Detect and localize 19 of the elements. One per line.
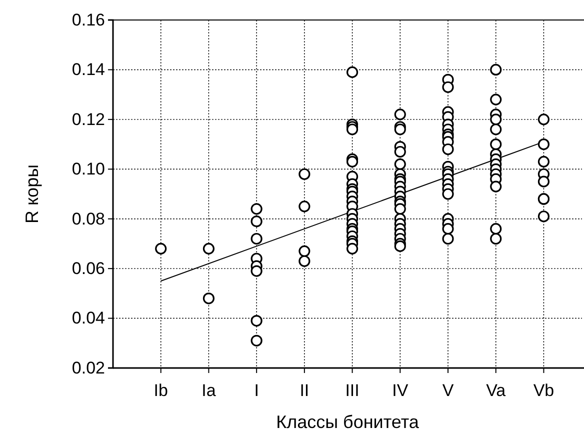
x-tick-label: II bbox=[300, 381, 310, 400]
y-tick-label: 0.04 bbox=[72, 308, 105, 328]
x-tick-label: V bbox=[442, 381, 454, 400]
y-tick-label: 0.08 bbox=[72, 209, 105, 228]
x-axis-title: Классы бонитета bbox=[276, 412, 420, 432]
x-tick-label: Ia bbox=[202, 381, 216, 400]
x-tick-label: Vb bbox=[533, 381, 554, 400]
y-tick-label: 0.06 bbox=[72, 259, 105, 278]
x-tick-label: Ib bbox=[154, 381, 168, 400]
x-tick-label: III bbox=[345, 381, 360, 400]
y-tick-label: 0.12 bbox=[72, 110, 105, 129]
x-tick-label: IV bbox=[392, 381, 409, 400]
x-tick-label: Va bbox=[486, 381, 506, 400]
y-tick-label: 0.02 bbox=[72, 358, 105, 378]
y-tick-label: 0.16 bbox=[72, 10, 105, 30]
y-tick-label: 0.14 bbox=[72, 60, 105, 80]
y-axis-title: R коры bbox=[22, 164, 42, 224]
y-tick-label: 0.10 bbox=[72, 160, 105, 179]
x-tick-label: I bbox=[254, 381, 259, 400]
